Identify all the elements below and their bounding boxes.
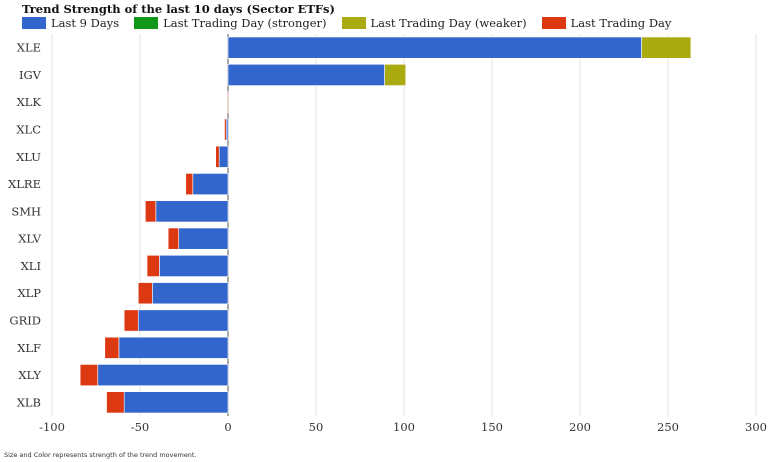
y-tick-label: XLE — [17, 41, 41, 55]
legend-label: Last Trading Day — [570, 16, 672, 30]
bar-segment — [641, 36, 692, 59]
bar-segment — [192, 173, 229, 196]
y-tick-label: XLI — [21, 259, 41, 273]
bar-segment — [152, 282, 229, 305]
y-tick-label: GRID — [9, 314, 41, 328]
legend-label: Last Trading Day (weaker) — [370, 16, 527, 30]
y-tick-label: XLU — [16, 150, 41, 164]
legend-swatch — [541, 17, 566, 29]
x-tick-label: -100 — [39, 420, 65, 434]
bar-segment — [227, 36, 642, 59]
x-tick-label: 150 — [481, 420, 503, 434]
bar-segment — [123, 309, 139, 332]
legend-item-last-trading-day-weaker: Last Trading Day (weaker) — [341, 16, 527, 30]
bar-segment — [137, 282, 153, 305]
x-tick-label: 200 — [569, 420, 591, 434]
y-tick-label: XLF — [17, 341, 41, 355]
bar-segment — [104, 336, 120, 359]
bar-segment — [226, 91, 229, 114]
y-tick-label: XLRE — [8, 177, 41, 191]
bar-segment — [159, 254, 229, 277]
bar-segment — [144, 200, 157, 223]
bar-segment — [79, 364, 99, 387]
y-tick-label: IGV — [19, 68, 42, 82]
bar-segment — [215, 145, 220, 168]
legend-swatch — [134, 17, 159, 29]
legend-label: Last 9 Days — [51, 16, 120, 30]
chart-title: Trend Strength of the last 10 days (Sect… — [22, 2, 335, 16]
y-tick-label: XLC — [16, 123, 41, 137]
bar-segment — [123, 391, 229, 414]
y-tick-label: SMH — [11, 204, 41, 218]
bar-segment — [146, 254, 160, 277]
legend-item-last-trading-day: Last Trading Day — [541, 16, 672, 30]
footnote: Size and Color represents strength of th… — [4, 451, 197, 459]
y-tick-label: XLV — [18, 232, 41, 246]
legend: Last 9 Days Last Trading Day (stronger) … — [22, 15, 686, 31]
y-tick-label: XLK — [17, 95, 42, 109]
y-tick-label: XLB — [17, 395, 41, 409]
x-tick-label: 300 — [745, 420, 767, 434]
bar-segment — [185, 173, 194, 196]
bar-segment — [137, 309, 229, 332]
x-tick-label: 100 — [393, 420, 415, 434]
bar-segment — [155, 200, 229, 223]
bar-segment — [106, 391, 125, 414]
x-tick-label: -50 — [131, 420, 150, 434]
x-tick-label: 0 — [224, 420, 231, 434]
bar-segment — [178, 227, 229, 250]
y-tick-label: XLP — [17, 286, 41, 300]
y-tick-label: XLY — [18, 368, 41, 382]
x-tick-label: 50 — [309, 420, 324, 434]
x-tick-label: 250 — [657, 420, 679, 434]
bar-segment — [218, 145, 229, 168]
legend-label: Last Trading Day (stronger) — [163, 16, 327, 30]
bar-segment — [384, 63, 407, 86]
legend-item-last-trading-day-stronger: Last Trading Day (stronger) — [134, 16, 327, 30]
legend-swatch — [341, 17, 366, 29]
bar-segment — [118, 336, 229, 359]
legend-swatch — [22, 17, 46, 29]
bar-segment — [227, 63, 385, 86]
legend-item-last-9-days: Last 9 Days — [22, 16, 119, 30]
bar-segment — [167, 227, 180, 250]
bar-segment — [97, 364, 229, 387]
bar-segment — [224, 118, 227, 141]
